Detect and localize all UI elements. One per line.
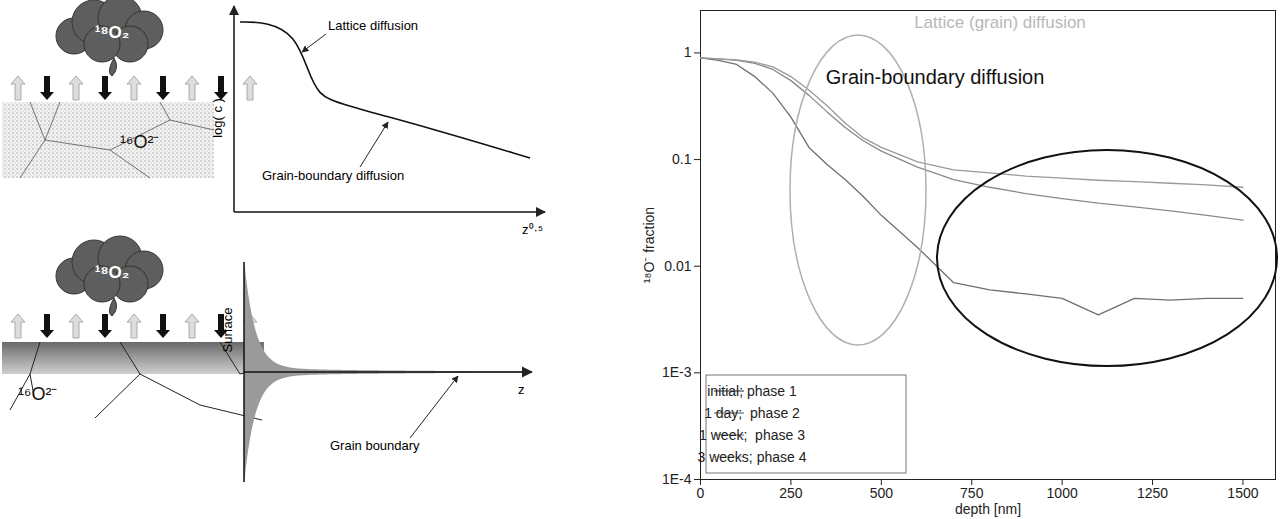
svg-text:Lattice (grain) diffusion: Lattice (grain) diffusion	[914, 13, 1086, 32]
svg-text:Lattice diffusion: Lattice diffusion	[328, 18, 418, 33]
svg-text:initial; phase 1: initial; phase 1	[707, 383, 797, 399]
svg-text:¹⁸O⁻ fraction: ¹⁸O⁻ fraction	[641, 207, 657, 283]
svg-text:¹⁸O₂: ¹⁸O₂	[95, 263, 129, 282]
svg-text:¹⁶O²⁻: ¹⁶O²⁻	[18, 384, 57, 404]
svg-text:¹⁶O²⁻: ¹⁶O²⁻	[120, 132, 159, 152]
svg-text:250: 250	[779, 485, 803, 501]
svg-text:0.01: 0.01	[664, 258, 691, 274]
svg-text:1500: 1500	[1227, 485, 1258, 501]
svg-text:1E-4: 1E-4	[662, 471, 692, 487]
svg-text:1E-3: 1E-3	[662, 364, 692, 380]
svg-text:z: z	[518, 382, 525, 397]
svg-text:3 weeks; phase 4: 3 weeks; phase 4	[698, 449, 807, 465]
svg-text:1 week; phase 3: 1 week; phase 3	[699, 427, 805, 443]
svg-text:Grain-boundary diffusion: Grain-boundary diffusion	[826, 66, 1045, 88]
svg-text:¹⁸O₂: ¹⁸O₂	[95, 23, 129, 42]
svg-text:Grain boundary: Grain boundary	[330, 438, 420, 453]
svg-text:1 day; phase 2: 1 day; phase 2	[704, 405, 800, 421]
svg-text:Grain-boundary diffusion: Grain-boundary diffusion	[262, 168, 404, 183]
svg-text:depth [nm]: depth [nm]	[955, 501, 1021, 517]
svg-text:500: 500	[870, 485, 894, 501]
svg-text:log( c ): log( c )	[210, 98, 225, 138]
svg-text:Surface: Surface	[220, 308, 235, 353]
svg-text:1000: 1000	[1047, 485, 1078, 501]
svg-text:750: 750	[960, 485, 984, 501]
svg-text:1250: 1250	[1137, 485, 1168, 501]
svg-text:1: 1	[684, 44, 692, 60]
svg-text:0: 0	[697, 485, 705, 501]
svg-text:z⁰·⁵: z⁰·⁵	[522, 222, 543, 237]
svg-text:0.1: 0.1	[672, 151, 692, 167]
